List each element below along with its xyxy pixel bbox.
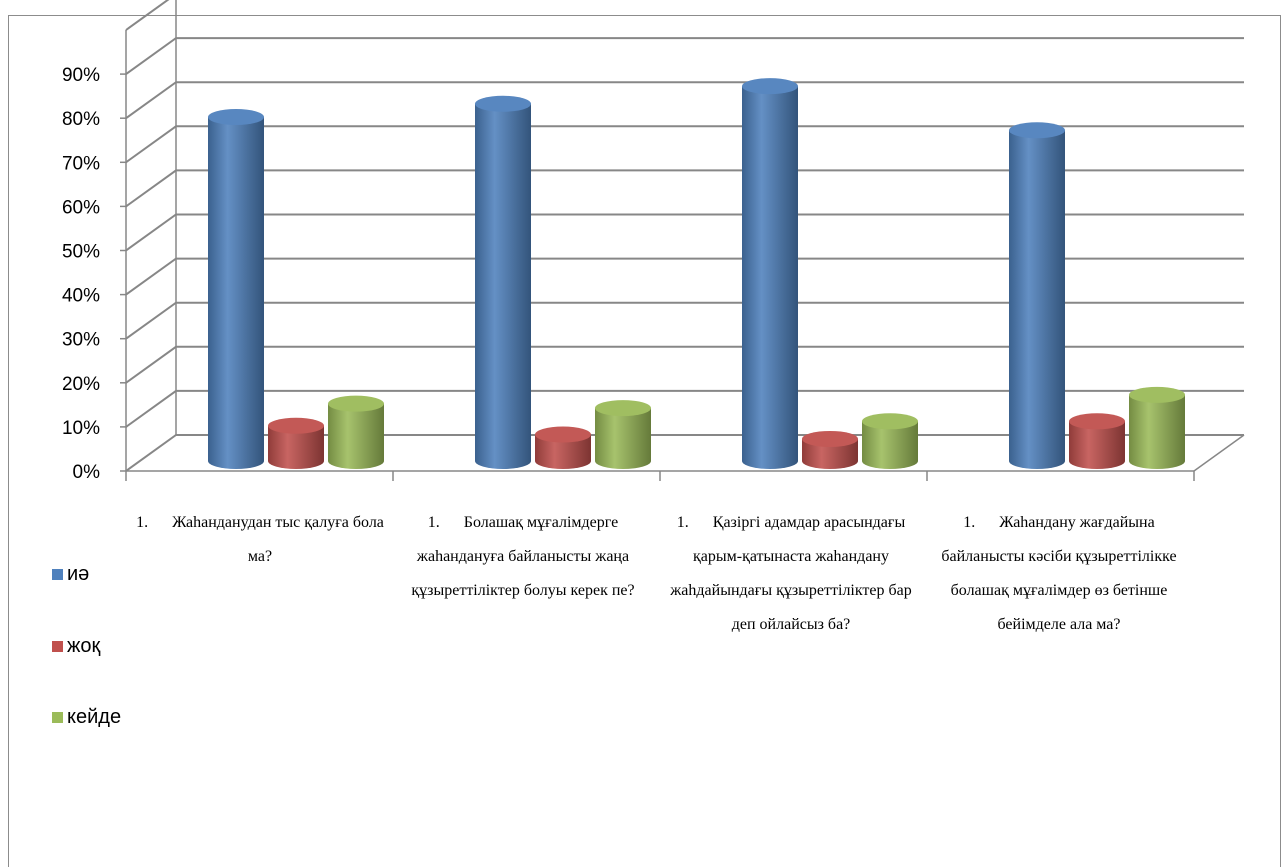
bar xyxy=(208,109,264,470)
gridline xyxy=(125,345,1244,384)
floor-right-edge xyxy=(1193,434,1245,472)
bar xyxy=(1069,413,1125,469)
category-label-4: 1. Жаһандану жағдайына байланысты кәсіби… xyxy=(941,514,1177,633)
gridline xyxy=(125,301,1244,340)
bar xyxy=(328,395,384,469)
legend-item-ie: иә xyxy=(52,563,89,586)
bar xyxy=(742,78,798,470)
bar xyxy=(802,430,858,469)
legend-item-keyde: кейде xyxy=(52,706,121,729)
y-tick-label: 20% xyxy=(62,374,100,395)
bar xyxy=(1129,386,1185,469)
legend-label-ie: иә xyxy=(67,563,90,585)
y-tick-label: 90% xyxy=(62,65,100,86)
y-tick-label: 80% xyxy=(62,109,100,130)
bar xyxy=(595,400,651,469)
legend-label-keyde: кейде xyxy=(67,706,122,728)
y-tick-label: 30% xyxy=(62,330,100,351)
gridline xyxy=(125,213,1244,252)
y-tick-label: 50% xyxy=(62,242,100,263)
bar xyxy=(535,426,591,469)
bar xyxy=(1009,122,1065,469)
y-tick-label: 70% xyxy=(62,153,100,174)
gridline xyxy=(125,125,1244,164)
bars xyxy=(208,78,1185,470)
bar xyxy=(268,417,324,469)
legend-swatch-keyde xyxy=(52,712,63,723)
gridline xyxy=(125,37,1244,75)
gridline xyxy=(125,0,170,31)
category-label-3: 1. Қазіргі адамдар арасындағы қарым-қаты… xyxy=(670,514,912,633)
gridline xyxy=(125,81,1244,120)
category-label-1: 1. Жаһанданудан тыс қалуға бола ма? xyxy=(136,514,384,565)
category-label-2: 1. Болашақ мұғалімдерге жаһандануға байл… xyxy=(411,514,635,599)
gridline xyxy=(125,169,1244,208)
y-tick-label: 60% xyxy=(62,197,100,218)
y-tick-label: 0% xyxy=(73,462,101,483)
y-tick-label: 40% xyxy=(62,286,100,307)
axes: 0% 10% 20% 30% 40% 50% 60% 70% 80% 90% xyxy=(62,0,1245,483)
legend-swatch-ie xyxy=(52,569,63,580)
y-tick-label: 10% xyxy=(62,418,100,439)
legend-label-zhoq: жоқ xyxy=(67,635,101,657)
gridlines xyxy=(125,0,1244,472)
legend-item-zhoq: жоқ xyxy=(52,635,100,658)
bar xyxy=(862,413,918,469)
bar xyxy=(475,95,531,469)
legend-swatch-zhoq xyxy=(52,641,63,652)
gridline xyxy=(125,257,1244,296)
